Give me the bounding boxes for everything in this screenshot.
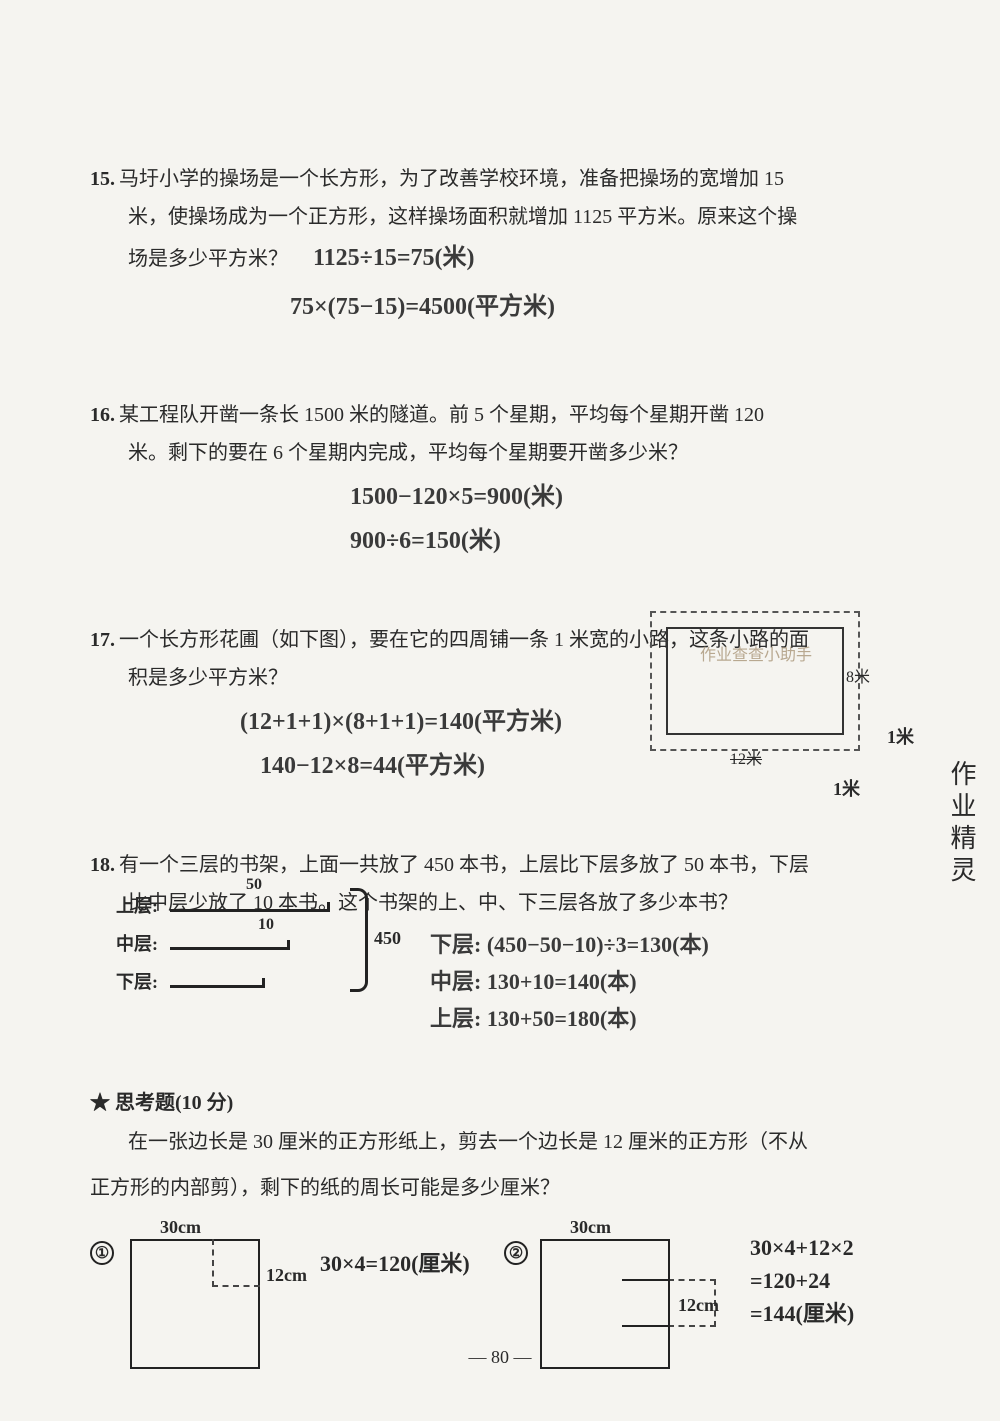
problem-18: 18. 有一个三层的书架，上面一共放了 450 本书，上层比下层多放了 50 本… — [90, 846, 910, 1026]
segment-label: 50 — [246, 876, 262, 894]
diagram-label: 8米 — [846, 663, 870, 687]
thinking-text-line: 在一张边长是 30 厘米的正方形纸上，剪去一个边长是 12 厘米的正方形（不从 — [90, 1123, 910, 1161]
corner-notch — [212, 1239, 260, 1287]
page-number: — 80 — — [0, 1347, 1000, 1368]
problem-15: 15. 马圩小学的操场是一个长方形，为了改善学校环境，准备把操场的宽增加 15 … — [90, 160, 910, 326]
bar-comparison-diagram: 上层: 50 中层: 10 下层: 450 — [170, 888, 390, 998]
segment-label: 10 — [258, 916, 274, 934]
handwritten-work: 中层: 130+10=140(本) — [430, 963, 709, 1000]
problem-text-line: 场是多少平方米？ 1125÷15=75(米) — [90, 236, 910, 282]
dim-label: 12cm — [266, 1265, 307, 1286]
diagram-label: 12米 — [730, 745, 762, 769]
handwritten-work: 1500−120×5=900(米) — [90, 478, 910, 516]
handwritten-work: 900÷6=150(米) — [90, 522, 910, 560]
problem-number: 18. — [90, 854, 115, 876]
handwritten-work: 下层: (450−50−10)÷3=130(本) — [430, 926, 709, 963]
thinking-text-line: 正方形的内部剪），剩下的纸的周长可能是多少厘米？ — [90, 1169, 910, 1207]
worksheet-page: 15. 马圩小学的操场是一个长方形，为了改善学校环境，准备把操场的宽增加 15 … — [0, 0, 1000, 1421]
problem-text-line: 米。剩下的要在 6 个星期内完成，平均每个星期要开凿多少米？ — [90, 434, 910, 472]
dim-label: 30cm — [160, 1217, 201, 1238]
dim-label: 12cm — [678, 1295, 719, 1316]
problem-number: 16. — [90, 404, 115, 426]
handwritten-label: 1米 — [833, 775, 860, 801]
handwritten-solution: 30×4+12×2 =120+24 =144(厘米) — [750, 1231, 854, 1330]
side-notch-border — [622, 1279, 670, 1327]
problem-text-line: 马圩小学的操场是一个长方形，为了改善学校环境，准备把操场的宽增加 15 — [119, 168, 784, 190]
watermark-text: 作业查查小助手 — [700, 641, 812, 665]
handwritten-work: 1125÷15=75(米) — [313, 245, 475, 271]
bar-bot — [170, 978, 265, 988]
total-label: 450 — [374, 928, 401, 949]
problem-text-line: 有一个三层的书架，上面一共放了 450 本书，上层比下层多放了 50 本书，下层 — [119, 854, 809, 876]
problem-question: 场是多少平方米？ — [128, 248, 288, 270]
handwritten-work: 上层: 130+50=180(本) — [430, 1000, 709, 1037]
handwritten-solution: 下层: (450−50−10)÷3=130(本) 中层: 130+10=140(… — [430, 926, 709, 1038]
bar-top — [170, 902, 330, 912]
problem-text-line: 米，使操场成为一个正方形，这样操场面积就增加 1125 平方米。原来这个操 — [90, 198, 910, 236]
bar-mid — [170, 940, 290, 950]
row-label: 中层: — [116, 930, 158, 956]
problem-number: 17. — [90, 629, 115, 651]
dim-label: 30cm — [570, 1217, 611, 1238]
handwritten-work: =144(厘米) — [750, 1297, 854, 1330]
handwritten-work: 30×4=120(厘米) — [320, 1247, 470, 1280]
case-marker: ① — [90, 1241, 114, 1265]
handwritten-work: 75×(75−15)=4500(平方米) — [90, 288, 910, 326]
problem-16: 16. 某工程队开凿一条长 1500 米的隧道。前 5 个星期，平均每个星期开凿… — [90, 396, 910, 561]
brace-icon — [350, 888, 368, 992]
problem-text-line: 某工程队开凿一条长 1500 米的隧道。前 5 个星期，平均每个星期开凿 120 — [119, 404, 764, 426]
case-marker: ② — [504, 1241, 528, 1265]
margin-watermark: 作业精灵 — [943, 760, 980, 888]
row-label: 下层: — [116, 968, 158, 994]
handwritten-work: =120+24 — [750, 1264, 854, 1297]
rectangle-path-diagram: 8米 12米 1米 1米 作业查查小助手 — [640, 601, 890, 781]
row-label: 上层: — [116, 892, 158, 918]
handwritten-work: 30×4+12×2 — [750, 1231, 854, 1264]
problem-17: 17. 一个长方形花圃（如下图），要在它的四周铺一条 1 米宽的小路，这条小路的… — [90, 621, 910, 786]
section-title: ★ 思考题(10 分) — [90, 1086, 910, 1115]
problem-number: 15. — [90, 168, 115, 190]
handwritten-label: 1米 — [887, 723, 914, 749]
